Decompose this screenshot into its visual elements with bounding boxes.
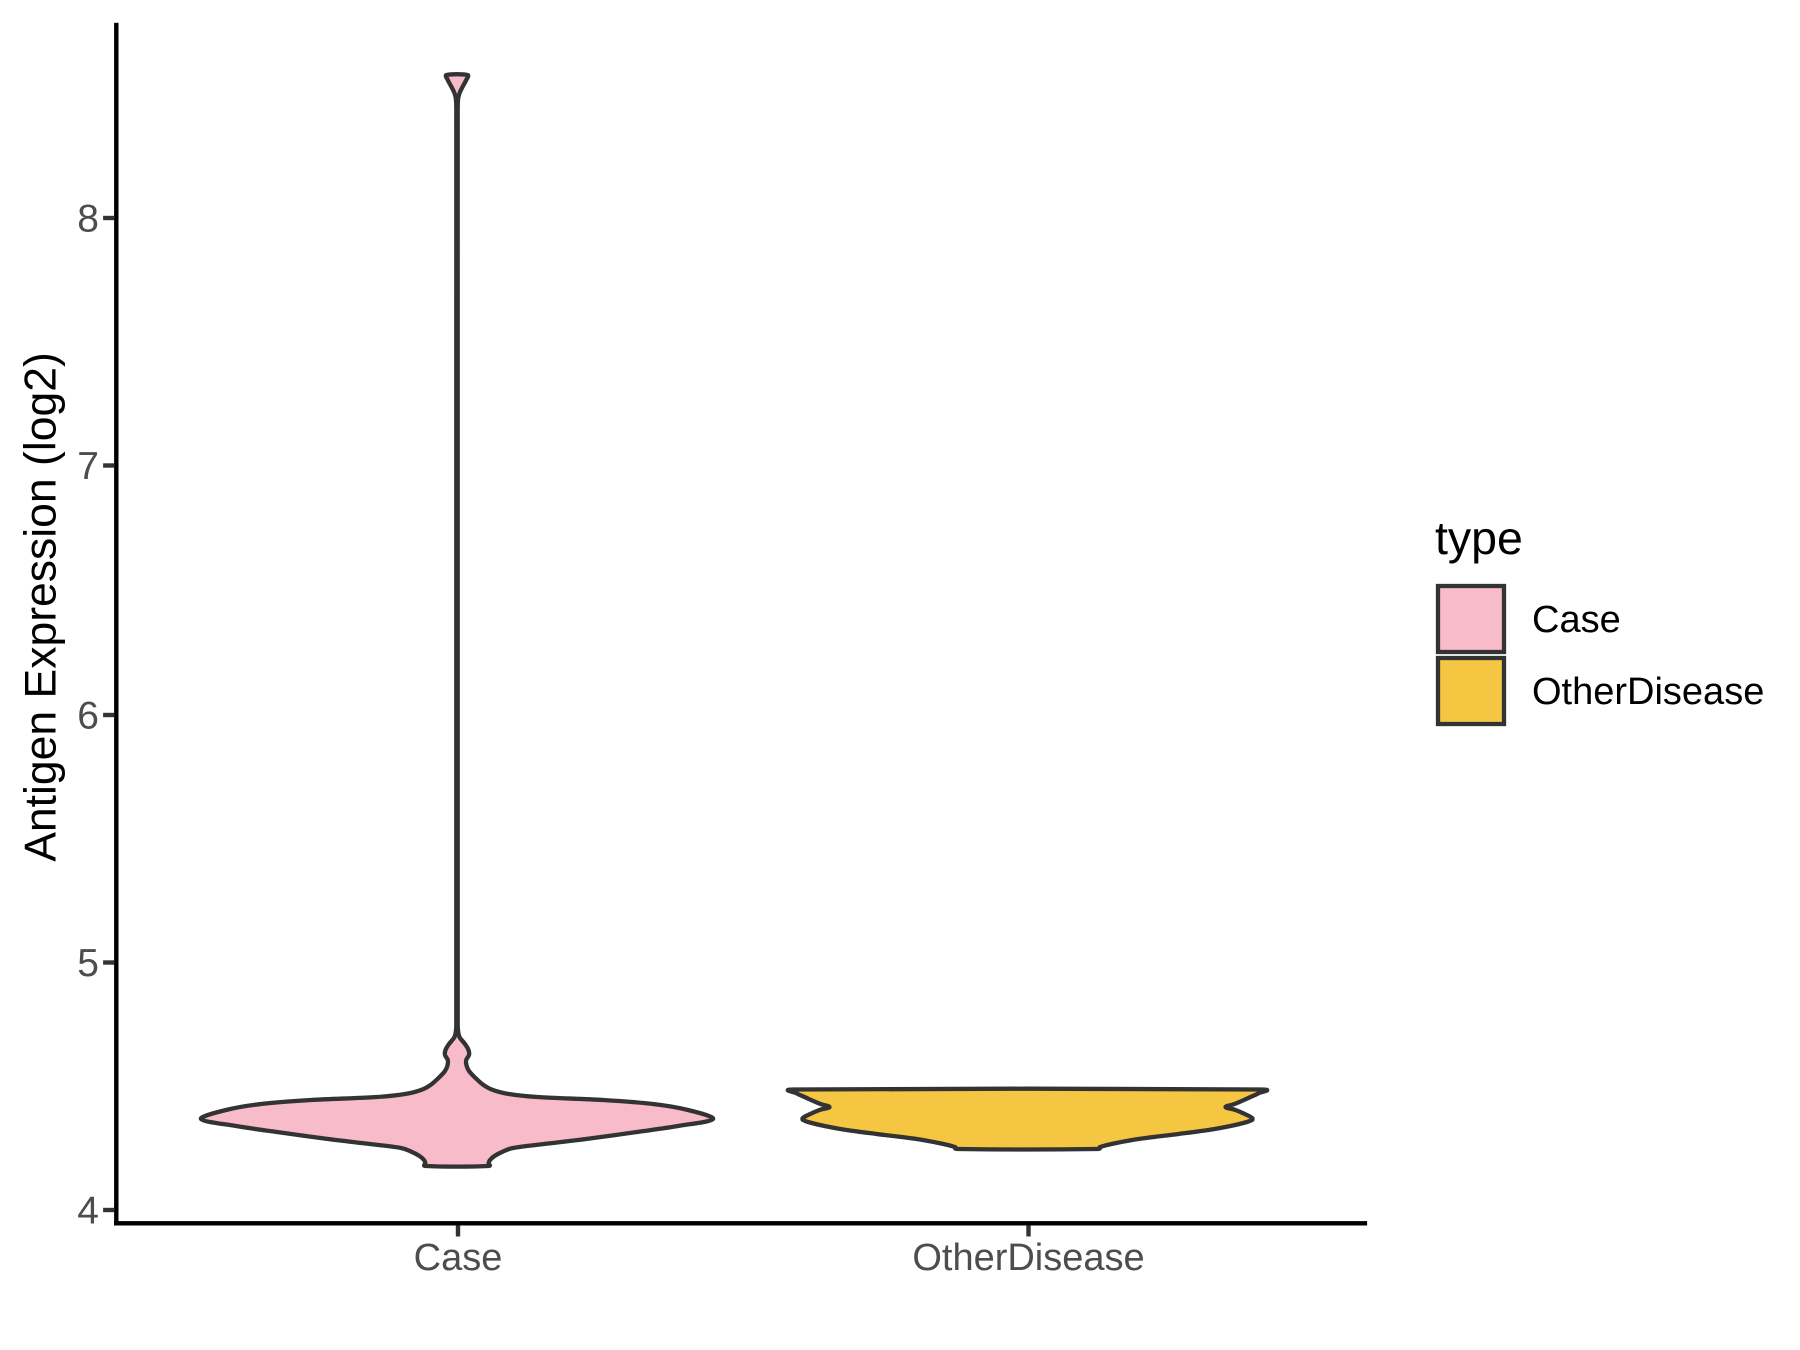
svg-text:7: 7 xyxy=(77,445,99,488)
svg-text:8: 8 xyxy=(77,198,99,241)
svg-text:4: 4 xyxy=(77,1190,99,1233)
svg-text:Case: Case xyxy=(414,1237,503,1279)
svg-text:type: type xyxy=(1435,512,1523,564)
svg-text:6: 6 xyxy=(77,695,99,738)
svg-text:OtherDisease: OtherDisease xyxy=(912,1237,1144,1279)
svg-text:Case: Case xyxy=(1532,599,1621,641)
svg-text:OtherDisease: OtherDisease xyxy=(1532,671,1764,713)
svg-text:Antigen Expression (log2): Antigen Expression (log2) xyxy=(17,352,66,862)
svg-text:5: 5 xyxy=(77,942,99,985)
